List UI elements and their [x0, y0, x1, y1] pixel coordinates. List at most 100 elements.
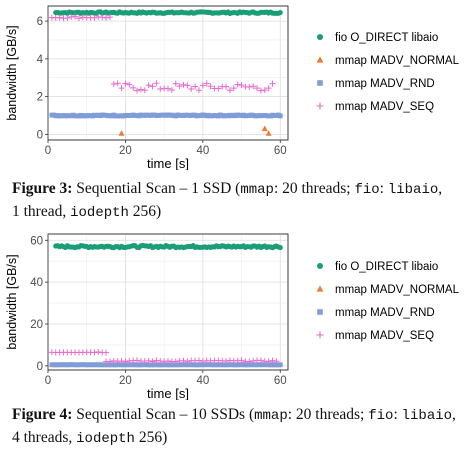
point-plus: [254, 85, 261, 92]
point-plus: [145, 357, 152, 364]
caption-code: iodepth: [70, 205, 129, 221]
point-plus: [269, 80, 276, 87]
x-tick-label: 0: [45, 375, 51, 387]
legend-label: mmap MADV_RND: [335, 307, 435, 319]
figure-3: 0 20 40 60 0 2 4 6 time [s] bandwidth [GB/s] fio O…: [0, 0, 474, 171]
point-plus: [265, 358, 272, 365]
point-plus: [72, 13, 79, 20]
y-axis-label: bandwidth [GB/s]: [5, 254, 19, 349]
legend-key: [317, 80, 323, 86]
caption-text: :: [379, 180, 388, 197]
point-plus: [250, 83, 257, 90]
point-plus: [265, 85, 272, 92]
legend-label: fio O_DIRECT libaio: [335, 261, 438, 273]
point-plus: [188, 86, 195, 93]
point-plus: [238, 82, 245, 89]
point-plus: [172, 80, 179, 87]
point-plus: [122, 80, 129, 87]
point-plus: [176, 83, 183, 90]
point-plus: [122, 358, 129, 365]
x-tick-label: 40: [196, 375, 209, 387]
point-square: [277, 113, 283, 119]
y-tick-label: 0: [37, 129, 43, 141]
x-tick-label: 40: [196, 145, 209, 157]
point-plus: [215, 85, 222, 92]
legend-label: mmap MADV_SEQ: [335, 101, 434, 113]
point-plus: [141, 87, 148, 94]
point-plus: [103, 349, 110, 356]
point-plus: [103, 14, 110, 21]
caption-text: : 20 threads;: [273, 180, 355, 197]
chart-fig3: 0 20 40 60 0 2 4 6 time [s] bandwidth [GB/s] fio O…: [5, 5, 460, 171]
caption-label: Figure 4:: [12, 406, 73, 423]
caption-text: : 20 threads;: [287, 406, 369, 423]
x-tick-label: 20: [119, 145, 132, 157]
point-plus: [168, 86, 175, 93]
caption-fig3: Figure 3: Sequential Scan – 1 SSD (mmap:…: [12, 178, 472, 224]
point-plus: [137, 86, 144, 93]
caption-text: ,: [438, 180, 443, 197]
y-tick-label: 40: [30, 277, 43, 289]
x-axis-label: time [s]: [147, 386, 189, 400]
point-plus: [106, 14, 113, 21]
legend-label: fio O_DIRECT libaio: [335, 32, 438, 44]
point-plus: [238, 357, 245, 364]
y-tick-label: 2: [37, 92, 43, 104]
x-tick-label: 20: [119, 375, 132, 387]
point-plus: [165, 85, 171, 92]
point-triangle: [261, 125, 268, 132]
point-plus: [118, 357, 125, 364]
plot-area: [47, 5, 289, 141]
point-plus: [118, 85, 125, 92]
point-plus: [246, 358, 253, 365]
caption-code: fio: [354, 182, 380, 198]
point-circle: [277, 244, 283, 251]
caption-fig4: Figure 4: Sequential Scan – 10 SSDs (mma…: [12, 404, 472, 450]
point-plus: [261, 87, 268, 94]
caption-title: Sequential Scan – 1 SSD (: [76, 180, 241, 197]
point-plus: [226, 87, 233, 94]
legend-label: mmap MADV_RND: [335, 78, 435, 90]
point-plus: [234, 81, 241, 88]
plot-border: [47, 233, 289, 371]
point-plus: [91, 14, 98, 21]
y-tick-label: 60: [30, 235, 43, 247]
legend-key: [317, 34, 323, 40]
point-circle: [277, 9, 283, 16]
point-plus: [184, 358, 191, 365]
x-tick-label: 0: [45, 145, 51, 157]
point-plus: [192, 83, 199, 90]
point-plus: [165, 358, 171, 365]
point-plus: [180, 81, 187, 88]
caption-text: 4 threads,: [12, 429, 77, 446]
point-plus: [106, 358, 113, 365]
caption-text: 1 thread,: [12, 203, 71, 220]
legend-label: mmap MADV_SEQ: [335, 330, 434, 342]
legend-key: [316, 102, 324, 110]
point-plus: [145, 82, 152, 89]
point-plus: [134, 87, 141, 94]
caption-code: mmap: [240, 182, 274, 198]
point-plus: [199, 82, 206, 89]
x-tick-label: 60: [274, 375, 287, 387]
point-plus: [56, 14, 63, 21]
point-triangle: [118, 130, 125, 136]
y-axis-label: bandwidth [GB/s]: [5, 25, 19, 120]
point-plus: [114, 80, 121, 87]
point-plus: [75, 15, 82, 22]
y-tick-label: 0: [37, 361, 43, 373]
point-square: [277, 362, 283, 368]
point-plus: [149, 358, 156, 365]
caption-text: 256): [128, 203, 162, 220]
y-tick-label: 4: [37, 54, 44, 66]
point-plus: [149, 83, 156, 90]
chart-fig4: 0 20 40 60 0 20 40 60 time [s] bandwidth [GB/s] fi…: [5, 233, 460, 401]
point-plus: [246, 83, 253, 90]
caption-code: iodepth: [76, 431, 135, 447]
point-plus: [203, 80, 210, 87]
caption-title: Sequential Scan – 10 SSDs (: [76, 406, 255, 423]
caption-code: libaio: [401, 408, 453, 424]
caption-code: fio: [368, 408, 394, 424]
point-plus: [130, 84, 137, 91]
plot-area: [47, 233, 289, 371]
